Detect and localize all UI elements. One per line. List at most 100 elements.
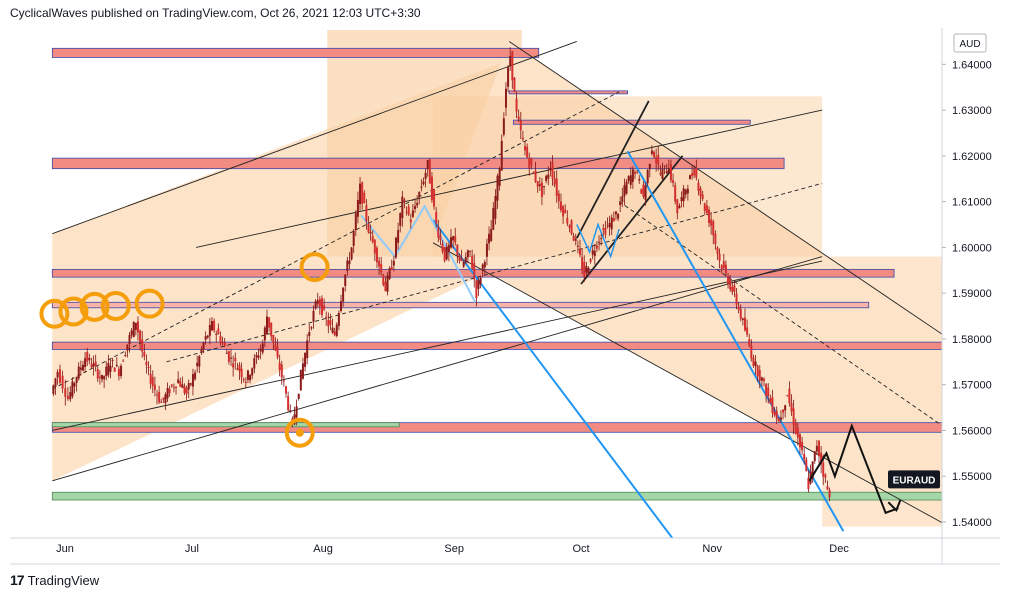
candle-body (731, 286, 734, 293)
candle-body (604, 228, 607, 235)
candle-body (392, 260, 395, 266)
candle-body (697, 182, 700, 191)
candle-body (225, 352, 228, 354)
candle-body (559, 201, 562, 211)
candle-body (712, 221, 715, 236)
candle-body (680, 197, 683, 202)
candle-body (411, 210, 414, 217)
asc-channel-inner-lower-line (52, 260, 823, 431)
candle-body (276, 347, 279, 358)
candle-body (572, 235, 575, 241)
candle-body (811, 461, 814, 479)
candle-body (543, 186, 546, 188)
candle-body (139, 330, 142, 343)
candle-body (172, 387, 175, 389)
candle-body (187, 382, 190, 390)
candle-body (126, 344, 129, 351)
candle-body (54, 378, 57, 387)
currency-label: AUD (959, 39, 980, 50)
candle-body (160, 401, 163, 403)
candle-body (752, 357, 755, 366)
candle-body (156, 394, 159, 396)
candle-body (526, 146, 529, 158)
candle-body (297, 393, 300, 399)
candle-body (661, 168, 664, 180)
candle-body (189, 383, 192, 385)
asc-channel-midline-2 (166, 182, 823, 363)
y-tick-label: 1.54000 (952, 517, 992, 529)
cycle-marker-dot-0 (295, 428, 304, 437)
candle-body (528, 157, 531, 169)
candle-body (703, 203, 706, 211)
candle-body (750, 345, 753, 359)
tradingview-logo[interactable]: 17 TradingView (10, 572, 99, 588)
candle-body (346, 260, 349, 271)
candle-body (278, 362, 281, 370)
candle-body (545, 175, 548, 181)
candle-body (458, 255, 461, 261)
x-tick-label: Nov (702, 543, 722, 555)
publish-info: CyclicalWaves published on TradingView.c… (10, 6, 421, 20)
candle-body (653, 151, 656, 157)
candle-body (627, 176, 630, 182)
candle-body (88, 357, 91, 361)
candle-body (200, 349, 203, 352)
candle-body (445, 246, 448, 260)
candle-body (90, 364, 93, 368)
cycle-marker-5 (58, 296, 89, 327)
candle-body (122, 360, 125, 362)
candle-body (606, 225, 609, 227)
projection-path (808, 422, 899, 515)
candle-body (365, 205, 368, 222)
candle-body (213, 320, 216, 331)
price-zone-0 (51, 47, 540, 58)
candle-body (674, 185, 677, 202)
currency-badge (953, 33, 987, 53)
candle-body (113, 367, 116, 372)
candle-body (672, 180, 675, 183)
candle-body (705, 205, 708, 214)
candle-body (333, 331, 336, 336)
candle-body (693, 169, 696, 176)
candle-body (646, 170, 649, 184)
candle-body (471, 256, 474, 269)
candle-body (549, 168, 552, 171)
candle-body (517, 116, 520, 120)
candle-body (367, 223, 370, 233)
desc-channel-lower-line (432, 242, 942, 524)
candle-body (109, 365, 112, 372)
candle-body (473, 262, 476, 280)
candle-body (695, 167, 698, 178)
candle-body (746, 327, 749, 335)
candle-body (532, 172, 535, 174)
candle-body (794, 422, 797, 434)
candle-body (198, 356, 201, 367)
candle-body (236, 368, 239, 370)
candle-body (352, 230, 355, 246)
candle-body (688, 175, 691, 180)
candle-body (581, 257, 584, 271)
candle-body (435, 212, 438, 224)
candle-body (798, 434, 801, 448)
candle-body (784, 405, 787, 411)
candle-body (610, 217, 613, 230)
candle-body (826, 486, 829, 490)
candle-body (648, 164, 651, 170)
wedge-lower-line (580, 155, 684, 285)
candle-body (428, 159, 431, 184)
x-tick-label: Jul (185, 543, 199, 555)
candle-body (534, 170, 537, 182)
candle-body (557, 193, 560, 202)
candle-body (568, 225, 571, 228)
candle-body (285, 386, 288, 394)
y-tick-label: 1.57000 (952, 380, 992, 392)
candle-body (246, 370, 249, 380)
candle-body (354, 213, 357, 231)
candle-body (143, 351, 146, 357)
candle-body (488, 233, 491, 244)
candle-body (310, 327, 313, 329)
candle-body (249, 375, 252, 381)
candle-body (593, 251, 596, 257)
candle-body (416, 202, 419, 206)
